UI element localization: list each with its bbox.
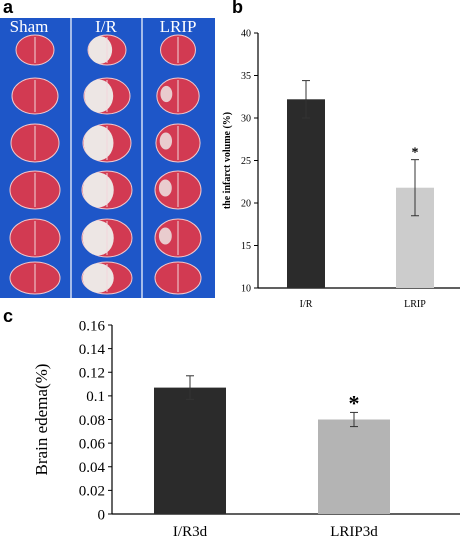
panel-letter-a: a <box>3 0 14 17</box>
y-tick-label: 0.14 <box>79 342 106 358</box>
y-tick-label: 0.04 <box>79 460 106 476</box>
column-label: I/R <box>95 18 117 36</box>
y-tick-label: 0 <box>98 507 106 523</box>
y-tick-label: 0.08 <box>79 413 105 429</box>
y-tick-label: 30 <box>241 114 251 125</box>
x-category-label: LRIP3d <box>330 524 378 538</box>
y-tick-label: 10 <box>241 284 251 295</box>
y-tick-label: 0.06 <box>79 436 106 452</box>
infarct-region <box>158 227 172 245</box>
panel-letter-c: c <box>3 306 14 326</box>
x-category-label: LRIP <box>404 299 426 310</box>
y-tick-label: 0.16 <box>79 318 106 334</box>
y-axis-label: Brain edema(%) <box>32 364 51 476</box>
brain-slices-photo: Sham I/R LRIP <box>0 18 215 298</box>
bar <box>154 387 226 514</box>
bar <box>318 419 390 514</box>
y-tick-label: 0.02 <box>79 484 105 500</box>
infarct-region <box>84 79 114 113</box>
infarct-region <box>159 132 173 150</box>
significance-marker: * <box>412 146 419 161</box>
infarct-region <box>82 263 114 293</box>
y-tick-label: 35 <box>241 71 251 82</box>
infarct-region <box>88 36 113 64</box>
y-tick-label: 40 <box>241 29 251 40</box>
infarct-region <box>83 125 114 161</box>
significance-marker: * <box>349 390 360 415</box>
bar <box>287 99 325 288</box>
infarct-region <box>82 220 114 256</box>
x-category-label: I/R <box>300 299 313 310</box>
infarct-region <box>82 172 114 208</box>
column-label: LRIP <box>160 18 197 36</box>
y-tick-label: 0.12 <box>79 366 105 382</box>
y-tick-label: 25 <box>241 156 251 167</box>
infarct-region <box>160 85 173 103</box>
x-category-label: I/R3d <box>173 524 208 538</box>
infarct-region <box>158 179 172 197</box>
y-tick-label: 20 <box>241 199 251 210</box>
panel-letter-b: b <box>232 0 243 17</box>
y-tick-label: 15 <box>241 241 251 252</box>
y-axis-label: the infarct volume (%) <box>222 112 233 209</box>
y-tick-label: 0.1 <box>86 389 105 405</box>
column-label: Sham <box>10 18 49 36</box>
